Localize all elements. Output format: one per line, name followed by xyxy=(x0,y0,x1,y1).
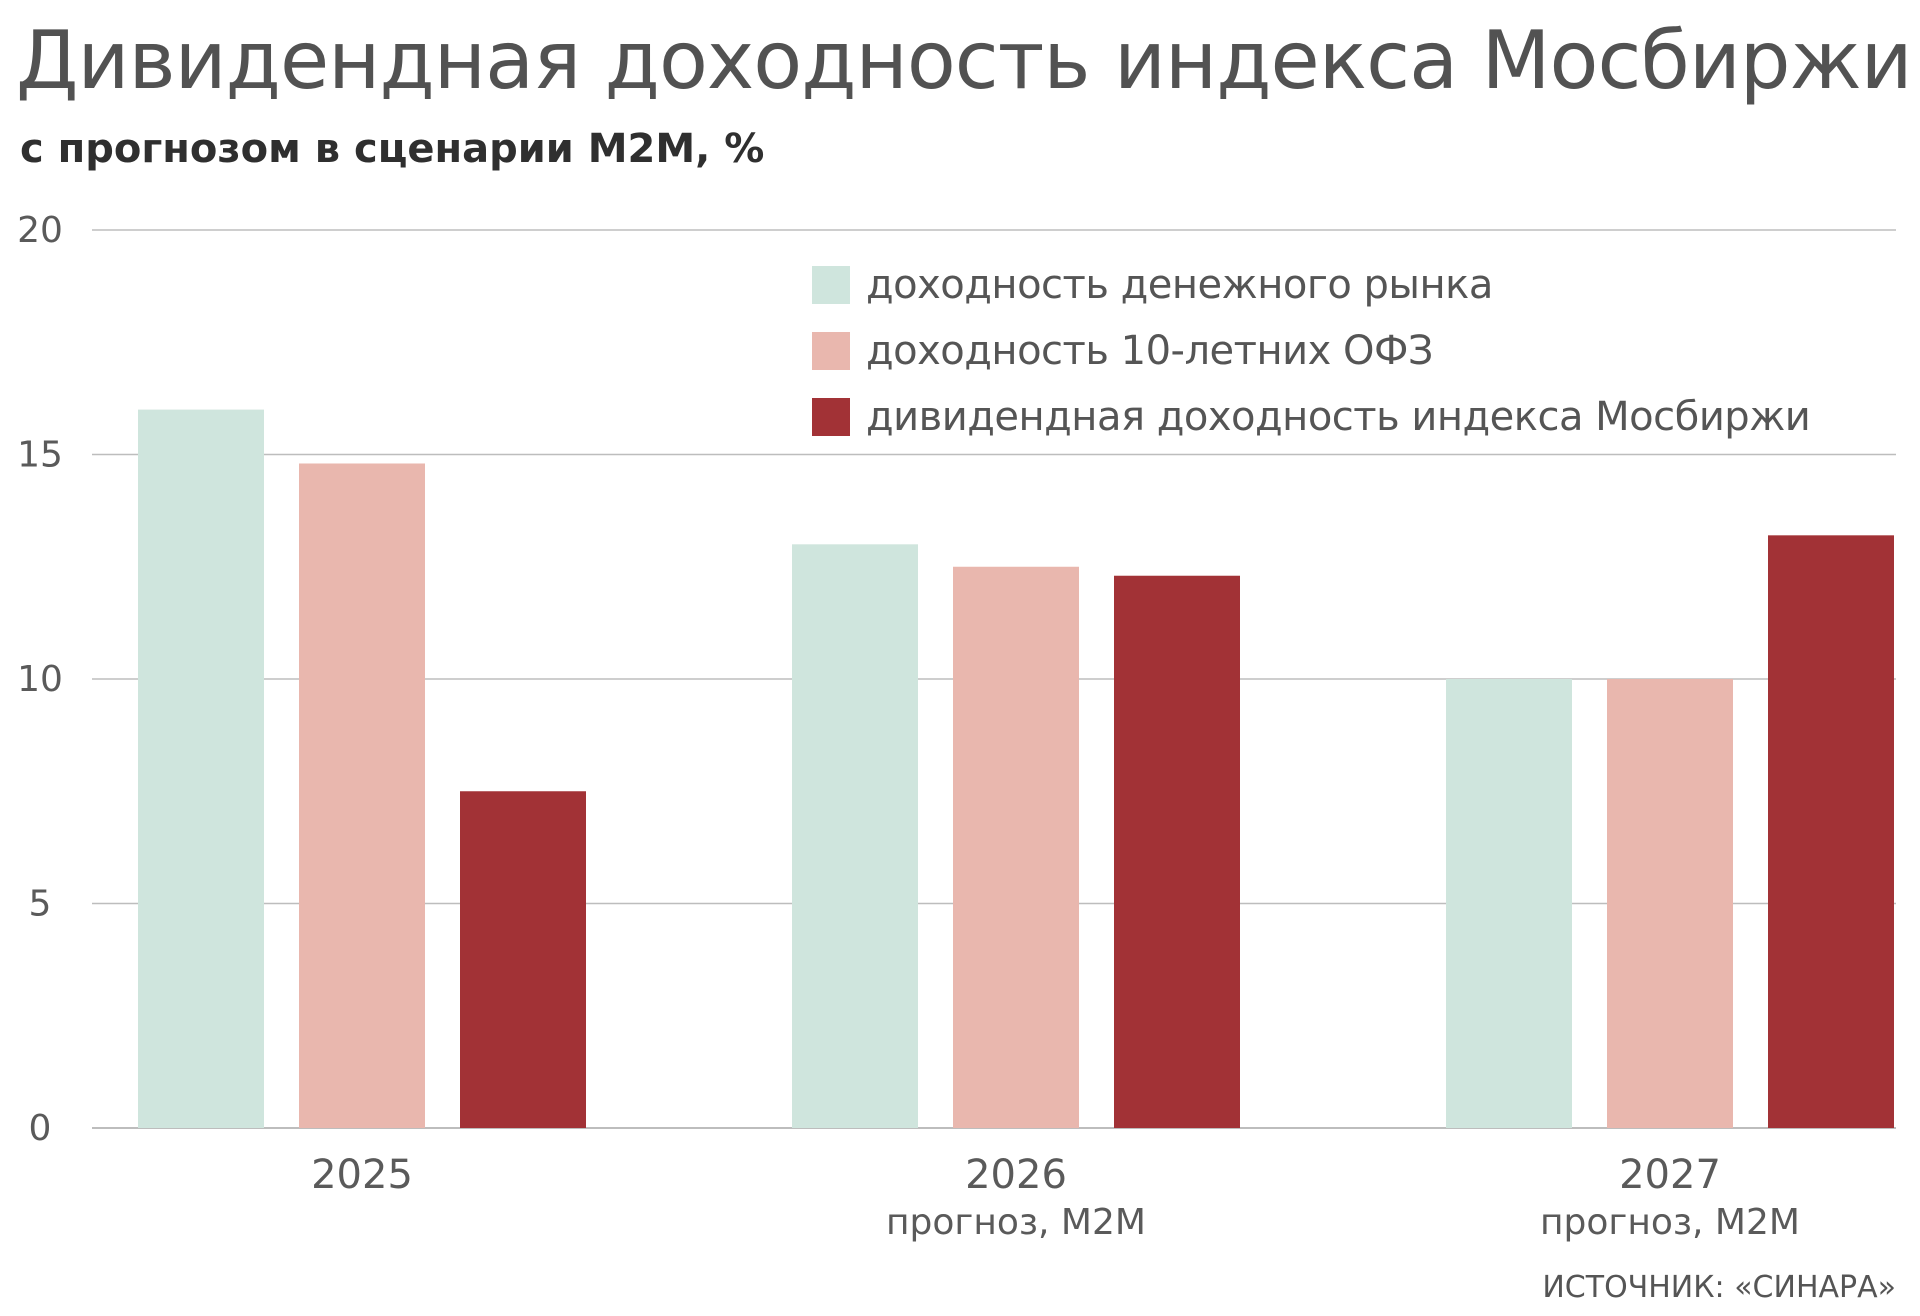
bar-2027-series-0 xyxy=(1446,679,1572,1128)
y-tick-label-15: 15 xyxy=(17,435,63,476)
y-tick-label-5: 5 xyxy=(29,884,52,925)
legend-swatch-money-market xyxy=(812,266,850,304)
y-tick-label-0: 0 xyxy=(29,1108,52,1149)
x-tick-sublabel-2026: прогноз, М2М xyxy=(886,1202,1146,1243)
x-tick-label-2026: 2026 xyxy=(965,1152,1067,1198)
bar-2025-series-1 xyxy=(299,463,425,1129)
y-tick-label-20: 20 xyxy=(17,210,63,251)
source-note: ИСТОЧНИК: «СИНАРА» xyxy=(1542,1270,1896,1305)
chart-title: Дивидендная доходность индекса Мосбиржи xyxy=(16,14,1913,107)
legend-item-money-market: доходность денежного рынка xyxy=(812,252,1810,318)
chart-legend: доходность денежного рынка доходность 10… xyxy=(812,252,1811,450)
bar-2026-series-1 xyxy=(953,566,1079,1128)
x-tick-label-2027: 2027 xyxy=(1619,1152,1721,1198)
bar-2027-series-1 xyxy=(1607,679,1733,1128)
legend-item-moex: дивидендная доходность индекса Мосбиржи xyxy=(812,384,1811,450)
x-tick-sublabel-2027: прогноз, М2М xyxy=(1540,1202,1800,1243)
x-tick-label-2025: 2025 xyxy=(311,1152,413,1198)
bar-2026-series-2 xyxy=(1114,575,1240,1128)
legend-swatch-ofz xyxy=(812,332,850,370)
legend-label-ofz: доходность 10-летних ОФЗ xyxy=(866,328,1434,374)
chart-subtitle: с прогнозом в сценарии М2М, % xyxy=(20,126,765,172)
y-tick-label-10: 10 xyxy=(17,659,63,700)
bar-2026-series-0 xyxy=(792,544,918,1128)
bar-2027-series-2 xyxy=(1768,535,1894,1128)
bar-2025-series-2 xyxy=(460,791,586,1128)
legend-swatch-moex xyxy=(812,398,850,436)
bar-2025-series-0 xyxy=(138,409,264,1129)
legend-label-money-market: доходность денежного рынка xyxy=(866,262,1493,308)
legend-label-moex: дивидендная доходность индекса Мосбиржи xyxy=(866,394,1811,440)
legend-item-ofz: доходность 10-летних ОФЗ xyxy=(812,318,1810,384)
